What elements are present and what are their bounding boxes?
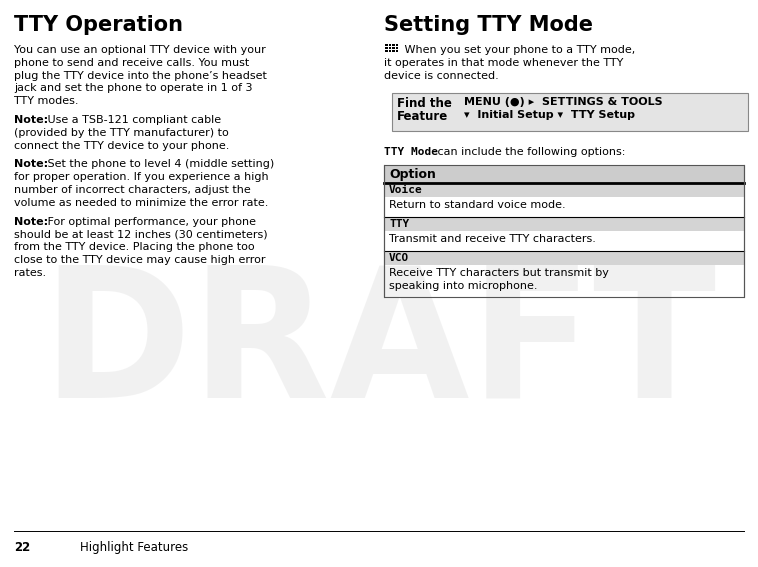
Text: Set the phone to level 4 (middle setting): Set the phone to level 4 (middle setting… bbox=[44, 159, 274, 170]
Text: Setting TTY Mode: Setting TTY Mode bbox=[384, 15, 593, 35]
Bar bbox=[392, 94, 748, 132]
Bar bbox=[389, 50, 391, 52]
Text: Option: Option bbox=[389, 168, 436, 181]
Text: Voice: Voice bbox=[389, 185, 423, 195]
Bar bbox=[392, 50, 395, 52]
Bar bbox=[389, 47, 391, 49]
Bar bbox=[384, 165, 744, 297]
Text: 22: 22 bbox=[14, 541, 30, 554]
Bar bbox=[389, 44, 391, 46]
Text: device is connected.: device is connected. bbox=[384, 71, 499, 81]
Text: TTY modes.: TTY modes. bbox=[14, 96, 79, 106]
Text: speaking into microphone.: speaking into microphone. bbox=[389, 281, 537, 291]
Bar bbox=[384, 251, 744, 265]
Text: Return to standard voice mode.: Return to standard voice mode. bbox=[389, 200, 565, 210]
Bar bbox=[385, 47, 388, 49]
Text: phone to send and receive calls. You must: phone to send and receive calls. You mus… bbox=[14, 58, 249, 68]
Text: Feature: Feature bbox=[397, 110, 448, 123]
Text: TTY Operation: TTY Operation bbox=[14, 15, 183, 35]
Text: When you set your phone to a TTY mode,: When you set your phone to a TTY mode, bbox=[401, 45, 635, 55]
Text: You can use an optional TTY device with your: You can use an optional TTY device with … bbox=[14, 45, 266, 55]
Bar bbox=[396, 50, 398, 52]
Bar bbox=[384, 217, 744, 231]
Text: jack and set the phone to operate in 1 of 3: jack and set the phone to operate in 1 o… bbox=[14, 83, 252, 94]
Bar bbox=[385, 44, 388, 46]
Text: number of incorrect characters, adjust the: number of incorrect characters, adjust t… bbox=[14, 185, 251, 195]
Text: Highlight Features: Highlight Features bbox=[80, 541, 188, 554]
Text: Use a TSB-121 compliant cable: Use a TSB-121 compliant cable bbox=[44, 115, 221, 125]
Bar bbox=[396, 47, 398, 49]
Text: ▾  Initial Setup ▾  TTY Setup: ▾ Initial Setup ▾ TTY Setup bbox=[464, 110, 635, 120]
Bar bbox=[385, 50, 388, 52]
Text: connect the TTY device to your phone.: connect the TTY device to your phone. bbox=[14, 141, 230, 151]
Text: rates.: rates. bbox=[14, 268, 46, 278]
Text: Note:: Note: bbox=[14, 217, 48, 227]
Text: TTY: TTY bbox=[389, 219, 409, 229]
Bar bbox=[396, 44, 398, 46]
Text: volume as needed to minimize the error rate.: volume as needed to minimize the error r… bbox=[14, 198, 268, 208]
Text: it operates in that mode whenever the TTY: it operates in that mode whenever the TT… bbox=[384, 58, 623, 68]
Text: (provided by the TTY manufacturer) to: (provided by the TTY manufacturer) to bbox=[14, 128, 229, 138]
Text: Find the: Find the bbox=[397, 98, 452, 111]
Text: can include the following options:: can include the following options: bbox=[434, 147, 625, 158]
Text: should be at least 12 inches (30 centimeters): should be at least 12 inches (30 centime… bbox=[14, 230, 268, 239]
Text: close to the TTY device may cause high error: close to the TTY device may cause high e… bbox=[14, 255, 265, 265]
Text: plug the TTY device into the phone’s headset: plug the TTY device into the phone’s hea… bbox=[14, 71, 267, 81]
Text: Note:: Note: bbox=[14, 115, 48, 125]
Text: Transmit and receive TTY characters.: Transmit and receive TTY characters. bbox=[389, 234, 596, 244]
Text: Receive TTY characters but transmit by: Receive TTY characters but transmit by bbox=[389, 268, 609, 278]
Text: for proper operation. If you experience a high: for proper operation. If you experience … bbox=[14, 172, 268, 182]
Bar bbox=[384, 183, 744, 197]
Text: MENU (●) ▸  SETTINGS & TOOLS: MENU (●) ▸ SETTINGS & TOOLS bbox=[464, 98, 662, 107]
Text: from the TTY device. Placing the phone too: from the TTY device. Placing the phone t… bbox=[14, 242, 255, 252]
Text: DRAFT: DRAFT bbox=[42, 259, 716, 435]
Text: VCO: VCO bbox=[389, 253, 409, 263]
Text: TTY Mode: TTY Mode bbox=[384, 147, 438, 158]
Bar bbox=[392, 44, 395, 46]
Text: For optimal performance, your phone: For optimal performance, your phone bbox=[44, 217, 256, 227]
Bar bbox=[392, 47, 395, 49]
Bar bbox=[384, 165, 744, 183]
Text: Note:: Note: bbox=[14, 159, 48, 170]
